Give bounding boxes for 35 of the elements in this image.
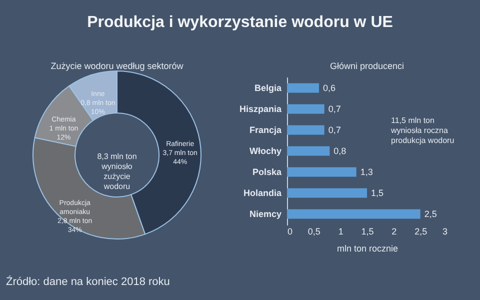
- bar: [287, 125, 324, 135]
- x-tick-label: 2: [392, 226, 397, 236]
- data-label: 1,5: [371, 188, 384, 198]
- data-label: 2,5: [424, 208, 437, 219]
- data-label: 0,8: [334, 146, 346, 156]
- x-axis-title: mln ton rocznie: [336, 244, 398, 254]
- annotation: 11,5 mln ton wyniosła roczna produkcja wodoru: [390, 116, 454, 145]
- data-label: 0,7: [328, 125, 341, 136]
- bar: [287, 104, 324, 114]
- y-tick-label: Francja: [249, 125, 282, 136]
- bar: [287, 188, 367, 198]
- y-tick-label: Hiszpania: [239, 104, 282, 114]
- y-tick-label: Holandia: [243, 188, 282, 198]
- x-tick-label: 3: [442, 226, 448, 236]
- chart-subtitle: Zużycie wodoru według sektorów: [50, 61, 184, 71]
- bar: [287, 83, 319, 93]
- data-label: 0,6: [323, 83, 336, 94]
- y-tick-label: Polska: [252, 166, 282, 177]
- text: Produkcja i wykorzystanie wodoru w UE: [86, 14, 394, 32]
- x-tick-label: 1: [338, 226, 344, 236]
- y-tick-label: Włochy: [249, 146, 282, 156]
- bar: [287, 146, 330, 156]
- x-tick-label: 0: [288, 226, 293, 236]
- bar: [287, 167, 356, 177]
- y-tick-label: Belgia: [254, 83, 282, 94]
- data-label: 1,3: [360, 166, 373, 177]
- y-tick-label: Niemcy: [249, 208, 282, 219]
- data-label: 0,7: [328, 104, 341, 114]
- x-tick-label: 2,5: [414, 226, 428, 236]
- chart-title: Główni producenci: [330, 61, 404, 71]
- text: 8,3 mln ton wyniosło zużycie wodoru: [97, 152, 137, 191]
- x-tick-label: 0,5: [308, 226, 320, 236]
- x-tick-label: 1,5: [361, 226, 374, 236]
- bar: [287, 209, 420, 219]
- text: Źródło: dane na koniec 2018 roku: [6, 276, 170, 288]
